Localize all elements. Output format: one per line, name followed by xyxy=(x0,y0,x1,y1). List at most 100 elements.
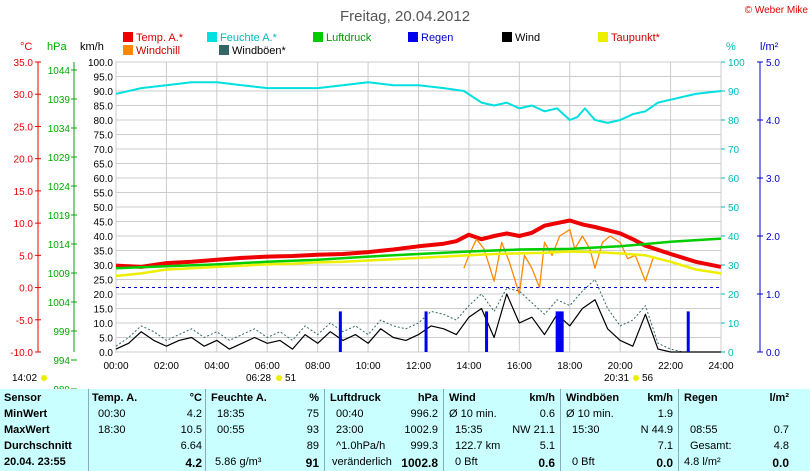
wind-unit: km/h xyxy=(529,392,555,404)
sunset-dot xyxy=(633,375,639,381)
label-current: 20.04. 23:55 xyxy=(4,456,66,468)
series-5-line xyxy=(115,279,721,353)
wind-tick-label: 55.0 xyxy=(94,189,114,200)
rain-bar xyxy=(560,311,564,352)
hum-tick-label: 30 xyxy=(728,261,740,272)
legend-swatch xyxy=(598,32,608,42)
legend-swatch xyxy=(313,32,323,42)
gust-max-time: 15:30 xyxy=(572,424,600,436)
press-max-time: 23:00 xyxy=(336,424,364,436)
press-tick-label: 1024 xyxy=(48,182,71,193)
hum-tick-label: 0 xyxy=(728,348,734,359)
hum-tick-label: 20 xyxy=(728,290,740,301)
pressure-column: Luftdruck hPa 00:40 996.2 23:00 1002.9 ^1.0… xyxy=(330,389,438,471)
press-tick-label: 1004 xyxy=(48,298,71,309)
wind-tick-label: 5.0 xyxy=(99,334,113,345)
label-min: MinWert xyxy=(4,408,48,420)
hum-tick-label: 60 xyxy=(728,174,740,185)
press-tick-label: 1044 xyxy=(48,66,71,77)
press-tick-label: 1029 xyxy=(48,153,71,164)
hum-current-value: 91 xyxy=(305,456,319,470)
legend-label: Luftdruck xyxy=(326,32,372,44)
sensor-header: Sensor xyxy=(4,392,42,404)
hum-tick-label: 90 xyxy=(728,87,740,98)
temp-tick-label: 30.0 xyxy=(14,90,34,101)
press-avg-value: 999.3 xyxy=(410,440,438,452)
temp-tick-label: 15.0 xyxy=(14,187,34,198)
gust-unit: km/h xyxy=(647,392,673,404)
hum-tick-label: 40 xyxy=(728,232,740,243)
sunrise-dot xyxy=(276,375,282,381)
rain-tick-label: 4.0 xyxy=(766,116,780,127)
legend-label: Windböen* xyxy=(232,45,287,57)
hum-absolute: 5.86 g/m³ xyxy=(215,456,262,468)
temp-unit: °C xyxy=(189,392,202,404)
gust-current-value: 0.0 xyxy=(656,456,673,470)
hum-tick-label: 50 xyxy=(728,203,740,214)
rain-bar xyxy=(558,311,562,352)
press-trend: ^1.0hPa/h xyxy=(336,440,386,452)
press-tick-label: 1014 xyxy=(48,240,71,251)
marker-dot xyxy=(41,375,47,381)
press-unit-label: hPa xyxy=(47,41,67,53)
gust-header: Windböen xyxy=(566,392,620,404)
chart-title: Freitag, 20.04.2012 xyxy=(340,8,470,25)
time-tick-label: 14:00 xyxy=(456,361,481,372)
rain-column: Regen l/m² 08:55 0.7 Gesamt: 4.8 4.8 l/m² 0.… xyxy=(684,389,789,471)
legend-label: Temp. A.* xyxy=(136,32,184,44)
rain-bar xyxy=(338,311,342,352)
rain-unit: l/m² xyxy=(769,392,789,404)
press-tick-label: 989 xyxy=(53,385,70,389)
wind-tick-label: 50.0 xyxy=(94,203,114,214)
legend-label: Windchill xyxy=(136,45,180,57)
temp-min-time: 00:30 xyxy=(98,408,126,420)
label-avg: Durchschnitt xyxy=(4,440,72,452)
time-tick-label: 16:00 xyxy=(507,361,532,372)
sunrise-value: 51 xyxy=(285,373,297,384)
wind-tick-label: 40.0 xyxy=(94,232,114,243)
marker-time: 14:02 xyxy=(12,373,37,384)
wind-bft: 0 Bft xyxy=(455,456,478,468)
hum-max-value: 93 xyxy=(306,424,319,436)
rain-tick-label: 3.0 xyxy=(766,174,780,185)
hum-header: Feuchte A. xyxy=(211,392,267,404)
statistics-table: Sensor MinWert MaxWert Durchschnitt 20.0… xyxy=(0,389,810,471)
hum-tick-label: 100 xyxy=(728,58,745,69)
time-tick-label: 04:00 xyxy=(204,361,229,372)
sunset-value: 56 xyxy=(642,373,654,384)
wind-tick-label: 100.0 xyxy=(88,58,113,69)
wind-tick-label: 25.0 xyxy=(94,276,114,287)
sunset-time: 20:31 xyxy=(604,373,629,384)
temp-tick-label: -10.0 xyxy=(10,348,33,359)
legend-swatch xyxy=(123,45,133,55)
temp-unit-label: °C xyxy=(20,41,32,53)
press-tick-label: 994 xyxy=(53,356,70,367)
series-2-line xyxy=(463,228,654,295)
wind-tick-label: 95.0 xyxy=(94,73,114,84)
gust-avg-value: 1.9 xyxy=(657,408,673,420)
temp-current-value: 4.2 xyxy=(185,456,202,470)
gust-max-value: N 44.9 xyxy=(640,424,673,436)
hum-unit: % xyxy=(309,392,319,404)
hum-tick-label: 80 xyxy=(728,116,740,127)
wind-tick-label: 85.0 xyxy=(94,102,114,113)
wind-tick-label: 90.0 xyxy=(94,87,114,98)
hum-min-value: 75 xyxy=(306,408,319,420)
wind-tick-label: 45.0 xyxy=(94,218,114,229)
wind-tick-label: 15.0 xyxy=(94,305,114,316)
hum-max-time: 00:55 xyxy=(217,424,245,436)
press-tick-label: 1019 xyxy=(48,211,71,222)
wind-tick-label: 70.0 xyxy=(94,145,114,156)
chart-axes: °C hPa km/h% l/m²100.095.090.085.080.075.07… xyxy=(10,41,780,389)
time-tick-label: 20:00 xyxy=(608,361,633,372)
wind-current-value: 0.6 xyxy=(538,456,555,470)
temp-tick-label: 25.0 xyxy=(14,122,34,133)
series-0-line xyxy=(115,81,722,124)
legend-label: Taupunkt* xyxy=(611,32,661,44)
hum-avg-value: 89 xyxy=(306,440,319,452)
legend: Temp. A.* Feuchte A.* Luftdruck Regen Wind Ta… xyxy=(123,32,661,57)
gust-column: Windböen km/h Ø 10 min. 1.9 15:30 N 44.9 7.… xyxy=(566,389,673,471)
wind-mean-value: 5.1 xyxy=(539,440,555,452)
wind-column: Wind km/h Ø 10 min. 0.6 15:35 NW 21.1 122.7… xyxy=(449,389,555,471)
time-tick-label: 08:00 xyxy=(305,361,330,372)
